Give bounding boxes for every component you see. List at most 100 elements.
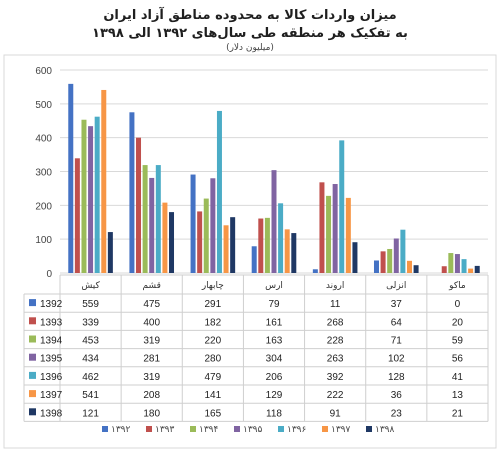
data-label: 220 [205,336,222,347]
row-legend-key [29,353,36,361]
bar [291,233,297,273]
bar [210,178,216,273]
data-label: 268 [327,317,344,328]
bar [88,126,94,273]
y-tick-label: 0 [46,269,52,280]
data-label: 453 [82,336,99,347]
chart-frame [3,54,497,449]
data-label: 434 [82,354,99,365]
bar [136,137,142,273]
data-label: 91 [330,408,342,419]
row-series-name: 1397 [40,390,63,401]
data-label: 208 [143,390,160,401]
chart-title: میزان واردات کالا به محدوده مناطق آزاد ا… [103,8,397,23]
data-label: 392 [327,372,344,383]
data-label: 182 [205,317,222,328]
bar [312,269,318,273]
bar [142,165,148,273]
bar [400,229,406,273]
category-label: کیش [81,281,100,291]
bar [332,184,338,273]
data-label: 400 [143,317,160,328]
bar [155,165,161,273]
data-label: 21 [452,408,464,419]
data-label: 128 [388,372,405,383]
row-series-name: 1394 [40,336,63,347]
bar [149,177,155,273]
data-label: 129 [266,390,283,401]
data-label: 59 [452,336,464,347]
bar [406,260,412,273]
data-label: 121 [82,408,99,419]
data-label: 20 [452,317,464,328]
data-label: 161 [266,317,283,328]
bar [345,197,351,273]
bar [258,218,264,273]
data-label: 118 [266,408,282,419]
data-label: 541 [82,390,99,401]
data-label: 0 [455,299,461,310]
legend-label: ۱۳۹۳ [155,425,175,435]
bar [319,182,325,273]
data-label: 280 [205,354,222,365]
category-label: چابهار [201,281,224,291]
bar [101,89,107,273]
unit-label: (میلیون دلار) [226,43,274,53]
category-label: قشم [143,281,161,291]
data-label: 11 [330,299,341,310]
data-label: 71 [391,336,403,347]
data-label: 41 [452,372,464,383]
data-label: 13 [452,390,464,401]
data-label: 319 [143,336,160,347]
data-label: 56 [452,354,464,365]
legend-swatch [278,426,284,432]
bar [74,158,80,273]
bar [278,203,284,273]
data-label: 319 [143,372,160,383]
data-label: 281 [143,354,160,365]
y-tick-label: 500 [35,100,52,111]
legend-label: ۱۳۹۸ [375,425,395,435]
bar [107,232,113,273]
bar [380,251,386,273]
data-label: 339 [82,317,99,328]
legend-label: ۱۳۹۵ [243,425,263,435]
bar [454,254,460,273]
chart-subtitle: به تفکیک هر منطقه طی سال‌های ۱۳۹۲ الی ۱۳… [92,26,408,41]
row-legend-key [29,390,36,398]
legend-swatch [146,426,152,432]
bar [203,198,209,273]
data-label: 79 [268,299,280,310]
data-label: 141 [205,390,222,401]
y-tick-label: 300 [35,168,52,179]
bar [94,116,100,273]
data-label: 37 [391,299,403,310]
row-series-name: 1395 [40,354,63,365]
data-label: 23 [391,408,403,419]
bar [393,238,399,273]
row-legend-key [29,371,36,379]
row-series-name: 1392 [40,299,63,310]
bar [190,174,196,273]
bar [326,195,332,273]
bar [448,253,454,273]
data-label: 102 [388,354,405,365]
data-label: 462 [82,372,99,383]
row-legend-key [29,299,36,307]
category-label: ارس [265,281,283,291]
bar [197,211,203,273]
data-label: 263 [327,354,344,365]
row-series-name: 1396 [40,372,63,383]
legend-swatch [366,426,372,432]
data-label: 163 [266,336,283,347]
bar [373,260,379,273]
y-tick-label: 200 [35,201,52,212]
category-label: اروند [326,281,344,291]
bar [468,268,474,273]
y-tick-label: 600 [35,66,52,77]
row-legend-key [29,408,36,416]
data-label: 180 [143,408,160,419]
bar [162,202,168,273]
bar [284,229,290,273]
